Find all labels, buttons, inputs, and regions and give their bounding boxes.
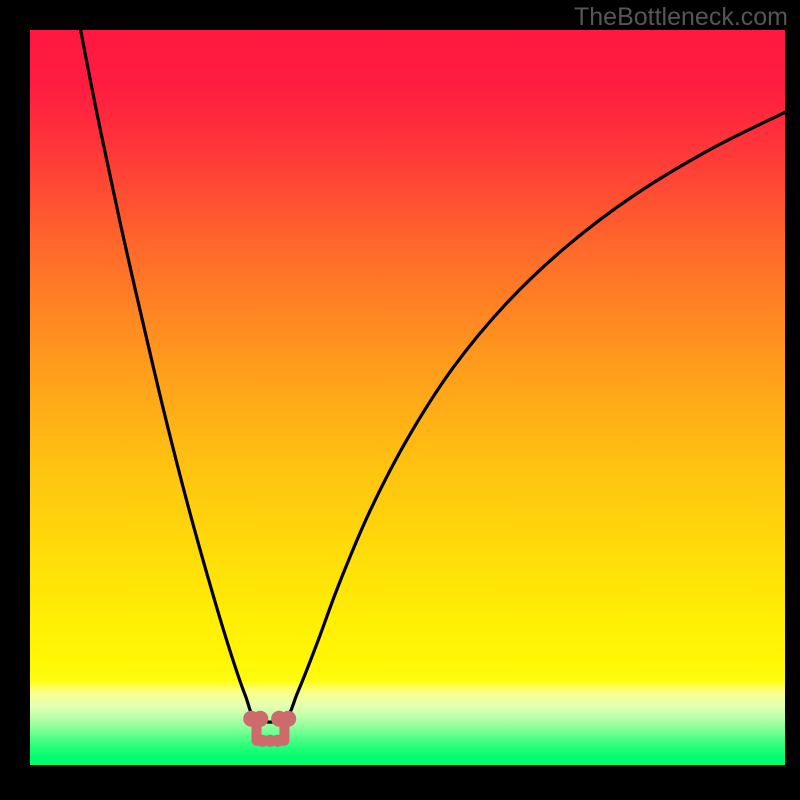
marker-dot xyxy=(272,735,284,747)
plot-area xyxy=(30,30,785,765)
gradient-background xyxy=(30,30,785,765)
watermark-text: TheBottleneck.com xyxy=(574,3,788,32)
marker-dot xyxy=(252,711,268,727)
marker-dot xyxy=(280,711,296,727)
bottleneck-curve-chart xyxy=(30,30,785,765)
